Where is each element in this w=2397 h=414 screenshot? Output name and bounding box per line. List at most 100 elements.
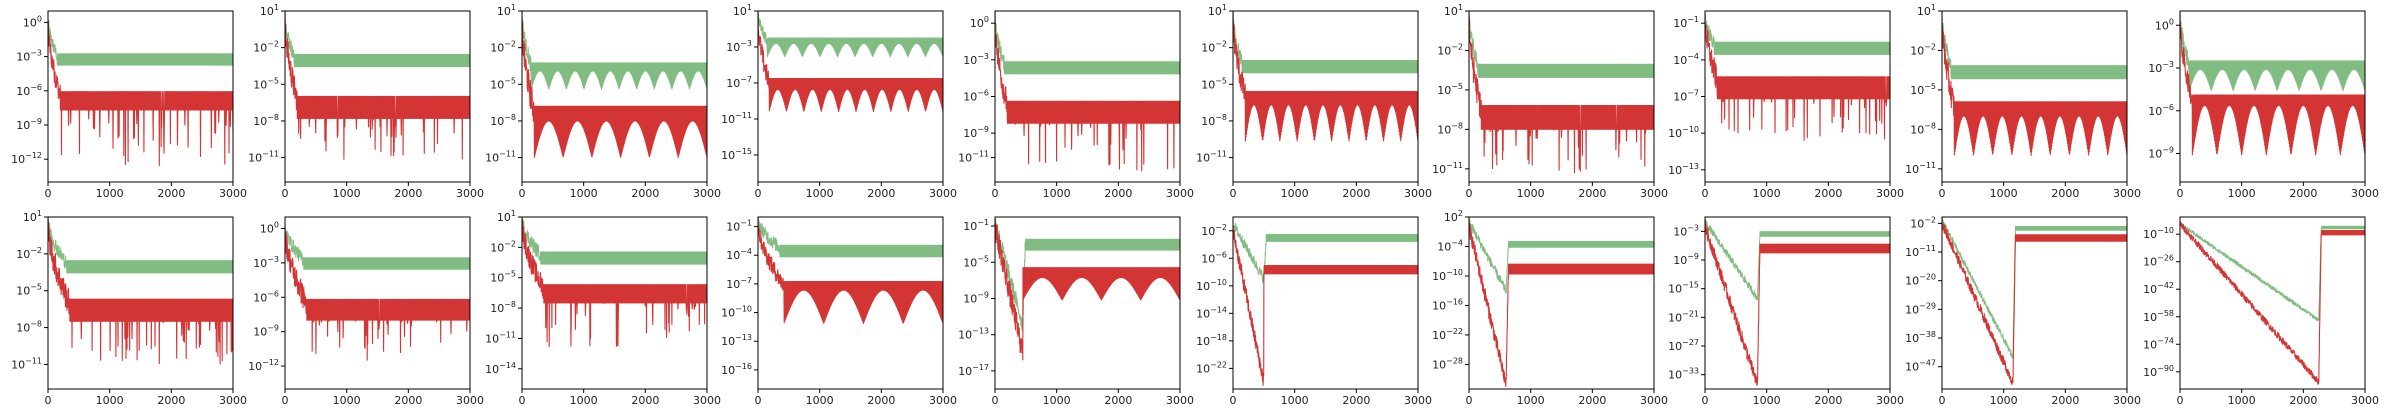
y-tick-label: 10−6	[1201, 250, 1227, 265]
axes-frame	[1704, 216, 1891, 390]
series-2-line	[2180, 22, 2365, 156]
y-tick-label: 101	[1208, 3, 1227, 18]
series-2-line	[2180, 221, 2365, 385]
x-tick-label: 0	[45, 187, 52, 200]
y-tick-label: 10−6	[963, 89, 989, 104]
x-tick-label: 2000	[1814, 187, 1842, 200]
y-tick-label: 10−22	[1432, 327, 1463, 342]
y-tick-label: 10−11	[485, 330, 516, 345]
x-tick-label: 0	[282, 187, 289, 200]
axes-frame	[2179, 10, 2366, 183]
y-tick-label: 10−9	[963, 125, 989, 140]
x-tick-label: 0	[282, 394, 289, 407]
series-2-line	[1942, 223, 2127, 386]
x-tick-label: 0	[519, 394, 526, 407]
x-tick-label: 2000	[394, 394, 422, 407]
y-tick-label: 10−8	[490, 300, 516, 315]
x-tick-label: 1000	[333, 187, 361, 200]
y-tick-label: 10−11	[1905, 161, 1936, 176]
series-1-line	[995, 218, 1180, 332]
y-tick-label: 10−2	[1201, 223, 1227, 238]
y-tick-label: 10−11	[1196, 150, 1227, 165]
y-tick-label: 10−5	[963, 254, 989, 269]
x-tick-label: 1000	[96, 187, 124, 200]
x-tick-label: 1000	[1517, 187, 1545, 200]
y-tick-label: 10−11	[958, 150, 989, 165]
y-tick-label: 10−15	[1668, 281, 1699, 296]
y-tick-label: 10−3	[963, 52, 989, 67]
x-tick-label: 3000	[1876, 187, 1904, 200]
subplot-12: 0 1000 2000 3000 100 10−3 10−6 10−9 10−12	[248, 216, 484, 407]
series-1-line	[48, 17, 233, 66]
y-tick-label: 10−5	[1437, 82, 1463, 97]
series-2-line	[1233, 224, 1418, 386]
axes-frame	[1468, 10, 1655, 183]
y-tick-label: 10−33	[1668, 367, 1699, 382]
x-tick-label: 2000	[1104, 394, 1132, 407]
plot-area	[285, 223, 470, 361]
y-tick-label: 10−2	[490, 239, 516, 254]
plot-area	[48, 17, 233, 167]
plot-area	[1469, 11, 1654, 174]
y-tick-label: 10−90	[2143, 364, 2174, 379]
x-tick-label: 3000	[929, 187, 957, 200]
series-1-line	[285, 223, 470, 270]
x-tick-label: 3000	[1166, 394, 1194, 407]
y-tick-label: 10−4	[1673, 52, 1699, 67]
y-tick-label: 10−12	[248, 358, 279, 373]
x-tick-label: 2000	[2051, 187, 2079, 200]
series-2-line	[48, 217, 233, 365]
plot-area	[1942, 217, 2127, 386]
y-tick-label: 10−26	[2143, 254, 2174, 269]
series-1-line	[285, 19, 470, 68]
series-2-line	[995, 223, 1180, 361]
subplot-4: 0 1000 2000 3000 101 10−3 10−7 10−11 10−15	[721, 3, 957, 200]
x-tick-label: 3000	[929, 394, 957, 407]
x-tick-label: 3000	[1404, 394, 1432, 407]
y-tick-label: 10−27	[1668, 338, 1699, 353]
x-tick-label: 2000	[631, 394, 659, 407]
y-tick-label: 10−3	[253, 255, 279, 270]
plot-area	[1233, 12, 1418, 142]
x-tick-label: 0	[755, 187, 762, 200]
y-tick-label: 10−2	[1201, 40, 1227, 55]
x-tick-label: 2000	[1342, 187, 1370, 200]
y-tick-label: 10−2	[1437, 42, 1463, 57]
x-tick-label: 1000	[2228, 187, 2256, 200]
series-2-line	[758, 223, 943, 325]
series-1-line	[758, 217, 943, 258]
y-tick-label: 10−10	[2143, 226, 2174, 241]
series-1-line	[1942, 217, 2127, 359]
y-tick-label: 10−10	[721, 305, 752, 320]
y-tick-label: 10−15	[721, 147, 752, 162]
y-tick-label: 101	[497, 209, 516, 224]
plot-area	[285, 11, 470, 160]
y-tick-label: 10−74	[2143, 336, 2174, 351]
plot-area	[1233, 222, 1418, 386]
y-tick-label: 10−14	[1196, 305, 1227, 320]
x-tick-label: 0	[1466, 187, 1473, 200]
series-1-line	[1705, 14, 1890, 55]
axes-frame	[757, 216, 944, 390]
x-tick-label: 2000	[1578, 187, 1606, 200]
y-tick-label: 10−8	[490, 113, 516, 128]
y-tick-label: 10−16	[721, 362, 752, 377]
subplot-13: 0 1000 2000 3000 101 10−2 10−5 10−8 10−11 10−14	[485, 209, 721, 407]
y-tick-label: 101	[497, 3, 516, 18]
axes-frame	[994, 216, 1181, 390]
subplot-5: 0 1000 2000 3000 100 10−3 10−6 10−9 10−11	[958, 10, 1194, 200]
y-tick-label: 10−13	[721, 333, 752, 348]
subplot-10: 0 1000 2000 3000 100 10−3 10−6 10−9	[2148, 10, 2379, 200]
x-tick-label: 1000	[1043, 187, 1071, 200]
y-tick-label: 10−7	[1673, 89, 1699, 104]
x-tick-label: 0	[1702, 187, 1709, 200]
y-tick-label: 10−6	[253, 289, 279, 304]
x-tick-label: 2000	[631, 187, 659, 200]
x-tick-label: 1000	[806, 394, 834, 407]
axes-frame	[284, 216, 471, 390]
y-tick-label: 10−5	[1910, 82, 1936, 97]
axes-frame	[521, 10, 708, 183]
y-tick-label: 10−8	[1437, 121, 1463, 136]
y-tick-label: 10−2	[16, 246, 42, 261]
y-tick-label: 10−7	[726, 276, 752, 291]
